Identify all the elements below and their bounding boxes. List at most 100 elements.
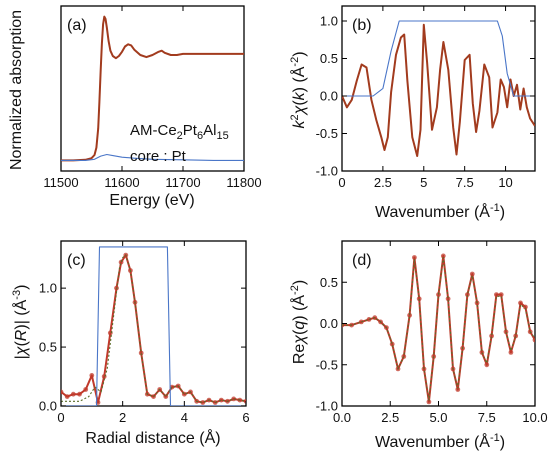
panel-b-ytick-label: 0.0 — [320, 89, 338, 104]
panel-b: 0 2.5 5 7.5 10 -1.0 -0.5 0.0 0.5 1.0 (b) Wavenum… — [289, 5, 536, 221]
panel-b-xticks: 0 2.5 5 7.5 10 — [338, 6, 513, 190]
panel-a-frame — [60, 5, 245, 172]
panel-a-annotation-core: core : Pt — [130, 148, 187, 165]
panel-c-data-point — [118, 259, 124, 265]
panel-a-xtick-label: 11500 — [43, 175, 78, 190]
panel-c-xticks: 0 2 4 6 — [57, 241, 250, 425]
panel-a-xtick-label: 11800 — [226, 175, 261, 190]
panel-c-data-point — [77, 391, 82, 397]
panel-c-data-point — [243, 398, 246, 404]
panel-b-series — [342, 20, 535, 157]
panel-d-yticks: -1.0 -0.5 0.0 0.5 — [316, 275, 535, 414]
panel-b-xtick-label: 5 — [420, 175, 427, 190]
panel-a-xticks: 11500 11600 11700 11800 — [43, 6, 262, 190]
panel-c-ytick-label: 0.5 — [39, 340, 57, 355]
panel-d-data-point — [523, 304, 528, 310]
panel-c-yticks: 0.0 0.5 1.0 — [39, 281, 246, 414]
panel-c-xtick-label: 6 — [242, 410, 249, 425]
panel-b-xlabel: Wavenumber (Å-1) — [375, 202, 505, 221]
panel-d-data-point — [421, 366, 427, 372]
panel-d: 0.0 2.5 5.0 7.5 10.0 -1.0 -0.5 0.0 0.5 (d) Wave… — [289, 240, 548, 451]
panel-d-data-point — [479, 350, 485, 355]
panel-b-ytick-label: 1.0 — [320, 14, 338, 29]
panel-d-data-point — [498, 292, 504, 297]
panel-d-data-point — [455, 387, 461, 392]
panel-c-series-window — [61, 246, 246, 406]
panel-b-xtick-label: 0 — [338, 175, 345, 190]
panel-b-frame — [341, 5, 536, 172]
panel-d-ytick-label: 0.0 — [320, 316, 338, 331]
panel-c-xtick-label: 4 — [181, 410, 188, 425]
panel-c-data-point — [89, 373, 95, 378]
panel-c-data-point — [231, 396, 237, 402]
panel-d-data-point — [436, 292, 441, 297]
panel-a-ylabel: Normalized absorption — [8, 10, 25, 170]
panel-b-yticks: -1.0 -0.5 0.0 0.5 1.0 — [316, 14, 535, 179]
panel-b-series-window — [342, 20, 535, 97]
panel-c-data-point — [200, 400, 206, 405]
panel-d-xlabel: Wavenumber (Å-1) — [375, 432, 505, 451]
panel-d-data-point — [518, 300, 523, 306]
panel-d-xtick-label: 5.0 — [429, 410, 447, 425]
panel-c-series-data — [61, 254, 246, 404]
panel-c-data-point — [83, 387, 89, 392]
panel-a: 11500 11600 11700 11800 (a) Energy (eV) Nor… — [8, 5, 262, 209]
panel-b-ytick-label: -0.5 — [316, 126, 338, 141]
panel-c-data-point — [64, 394, 70, 399]
panel-b-ytick-label: 0.5 — [320, 51, 338, 66]
panel-c-ytick-label: 1.0 — [39, 281, 57, 296]
panel-d-data-point — [484, 362, 490, 368]
panel-d-data-point — [465, 292, 470, 297]
panel-c-data-point — [61, 389, 64, 395]
panel-d-xtick-label: 7.5 — [478, 410, 496, 425]
panel-c-series-fit — [61, 254, 246, 404]
panel-d-data-point — [412, 255, 417, 260]
panel-d-ytick-label: -0.5 — [316, 357, 338, 372]
panel-c: 0 2 4 6 0.0 0.5 1.0 (c) Radial distance (Å) |… — [11, 240, 250, 447]
panel-a-series-mu — [61, 15, 244, 162]
panel-d-data-point — [469, 271, 475, 277]
panel-d-data-point — [389, 341, 395, 347]
panel-d-data-point — [513, 333, 519, 339]
panel-c-xtick-label: 0 — [57, 410, 64, 425]
panel-c-ytick-label: 0.0 — [39, 399, 57, 414]
panel-d-data-point — [503, 329, 509, 335]
panel-c-xlabel: Radial distance (Å) — [85, 428, 220, 447]
panel-d-data-point — [440, 253, 446, 259]
panel-d-xtick-label: 0.0 — [333, 410, 351, 425]
panel-d-ytick-label: 0.5 — [320, 275, 338, 290]
panel-a-label: (a) — [67, 17, 87, 34]
panel-d-xtick-label: 10.0 — [522, 410, 547, 425]
panel-b-xtick-label: 10 — [498, 175, 512, 190]
panel-a-xtick-label: 11600 — [104, 175, 139, 190]
panel-b-ytick-label: -1.0 — [316, 164, 338, 179]
panel-d-data-point — [445, 296, 451, 302]
panel-b-label: (b) — [352, 17, 372, 34]
panel-d-label: (d) — [352, 252, 372, 269]
panel-b-xtick-label: 2.5 — [374, 175, 392, 190]
panel-c-data-point — [138, 350, 144, 356]
panel-d-xticks: 0.0 2.5 5.0 7.5 10.0 — [333, 241, 548, 425]
panel-b-xtick-label: 7.5 — [456, 175, 474, 190]
panel-b-series-k2chi — [342, 23, 535, 157]
panel-c-series — [61, 246, 246, 406]
panel-d-data-point — [407, 312, 412, 318]
panel-d-data-point — [366, 317, 372, 322]
panel-a-series-background — [61, 153, 244, 161]
panel-b-ylabel: k2χ(k) (Å-2) — [289, 51, 308, 128]
panel-c-ylabel: |χ(R)| (Å-3) — [11, 285, 30, 360]
panel-c-xtick-label: 2 — [119, 410, 126, 425]
panel-d-series — [342, 253, 535, 405]
panel-c-data-point — [70, 391, 76, 397]
panel-a-series — [61, 15, 244, 162]
panel-d-data-point — [508, 350, 514, 355]
panel-c-data-point — [218, 397, 224, 403]
panel-d-xtick-label: 2.5 — [381, 410, 399, 425]
panel-d-ytick-label: -1.0 — [316, 399, 338, 414]
panel-d-data-point — [358, 319, 364, 325]
panel-d-series-fit — [342, 256, 535, 401]
panel-a-xtick-label: 11700 — [165, 175, 200, 190]
panel-a-xlabel: Energy (eV) — [109, 192, 194, 209]
panel-d-data-point — [416, 296, 422, 302]
